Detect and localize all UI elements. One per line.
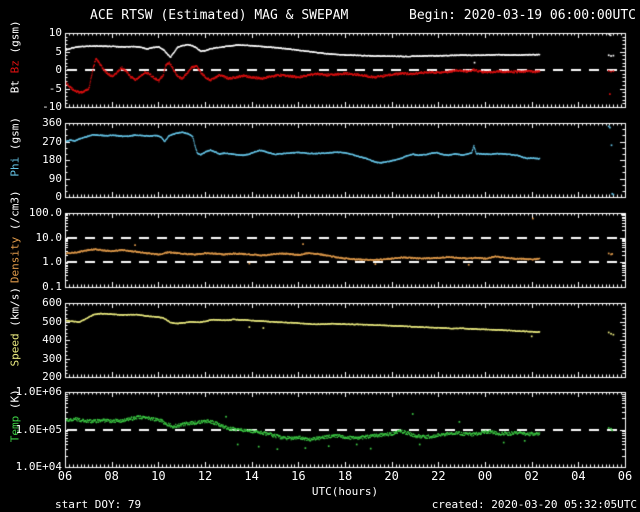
x-tick-label: 08 — [104, 469, 119, 483]
mag-ytick-label: 0 — [55, 63, 62, 76]
x-tick-label: 12 — [197, 469, 213, 483]
x-tick-label: 06 — [617, 469, 633, 483]
phi-ytick-label: 270 — [42, 134, 62, 148]
x-tick-label: 02 — [524, 469, 539, 483]
x-tick-label: 22 — [431, 469, 446, 483]
begin-timestamp: Begin: 2020-03-19 06:00:00UTC — [409, 8, 636, 23]
density-ytick-label: 1.0 — [42, 255, 62, 269]
density-ytick-label: 0.1 — [42, 280, 62, 293]
x-tick-label: 10 — [151, 469, 166, 483]
x-tick-label: 16 — [291, 469, 306, 483]
temp-ytick-label: 1.0E+05 — [15, 422, 62, 436]
x-tick-label: 00 — [477, 469, 493, 483]
mag-ytick-label: 10 — [48, 26, 62, 39]
mag-ytick-label: 5 — [55, 44, 62, 58]
phi-ytick-label: 360 — [42, 116, 62, 129]
x-tick-label: 04 — [571, 469, 586, 483]
density-ytick-label: 100.0 — [28, 206, 62, 219]
speed-ytick-label: 500 — [42, 314, 62, 328]
temp-ytick-label: 1.0E+04 — [15, 460, 62, 473]
created-timestamp: created: 2020-03-20 05:32:05UTC — [431, 498, 637, 511]
density-ytick-label: 10.0 — [35, 230, 63, 244]
caution-note: caution: ACE maneuver density < 1 — [140, 498, 392, 512]
phi-ytick-label: 0 — [55, 190, 62, 203]
x-tick-label: 20 — [384, 469, 399, 483]
temp-ytick-label: 1.0E+06 — [15, 385, 62, 398]
phi-ytick-label: 90 — [48, 171, 62, 185]
phi-ytick-label: 180 — [42, 153, 62, 166]
x-tick-label: 18 — [337, 469, 353, 483]
mag-ytick-label: -5 — [48, 81, 62, 95]
x-tick-label: 14 — [244, 469, 259, 483]
x-tick-label: 06 — [57, 469, 73, 483]
speed-ytick-label: 600 — [42, 296, 62, 309]
speed-ytick-label: 200 — [42, 370, 62, 383]
speed-ytick-label: 400 — [42, 333, 62, 346]
x-axis-title: UTC(hours) — [311, 485, 379, 498]
start-doy-label: start DOY: 79 — [55, 498, 142, 511]
page-title: ACE RTSW (Estimated) MAG & SWEPAM — [90, 8, 349, 23]
speed-ytick-label: 300 — [42, 351, 62, 365]
mag-ytick-label: -10 — [42, 100, 62, 113]
